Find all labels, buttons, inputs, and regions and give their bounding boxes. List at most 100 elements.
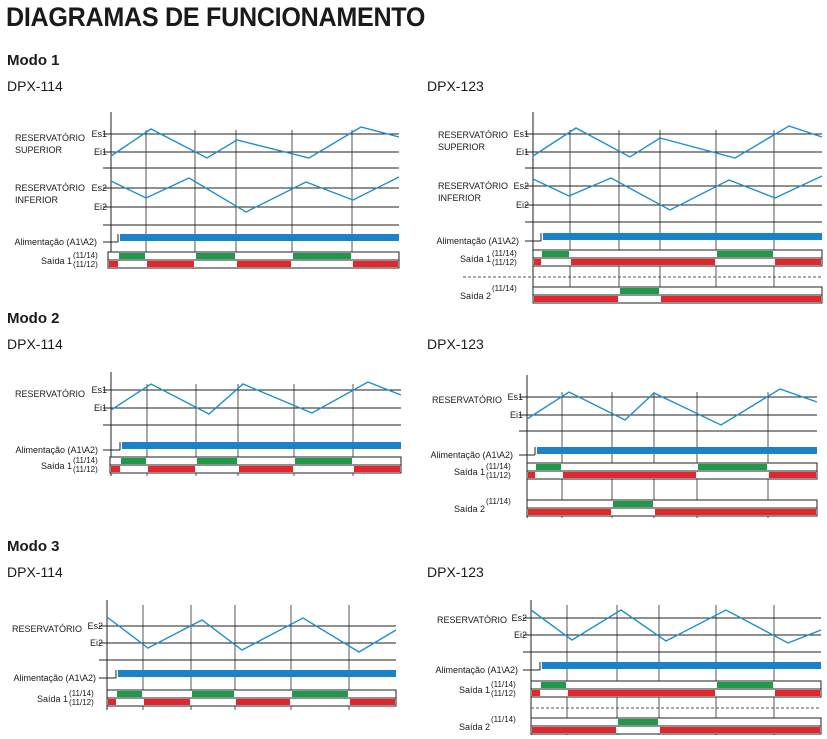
mode-1-dpx-123-relay-1-nc-segment-2 <box>775 259 821 265</box>
mode-1-dpx-114-reservoir-2-name-1: INFERIOR <box>15 195 59 205</box>
mode-2-dpx-114-reservoir-1-level-wave <box>110 381 402 415</box>
mode-2-dpx-123-reservoir-1-low-label: Ei1 <box>510 410 523 420</box>
mode-1-dpx-123-relay-1-nc-segment-1 <box>571 259 715 265</box>
mode-2-right-model: DPX-123 <box>427 336 484 352</box>
mode-2-dpx-114-relay-1-no-segment-0 <box>121 458 146 464</box>
mode-1-dpx-114-relay-1-no-segment-1 <box>196 253 235 259</box>
mode-3-dpx-114-relay-1-label-nc-label: (11/12) <box>69 698 94 707</box>
mode-2-dpx-123-relay-1-label: Saída 1 <box>454 467 485 477</box>
mode-2-dpx-114-reservoir-1-name-0: RESERVATÓRIO <box>15 389 85 399</box>
mode-2-dpx-114-relay-1-label: Saída 1 <box>41 461 72 471</box>
mode-3-dpx-114-relay-1-pre-power <box>108 699 116 705</box>
mode-3-dpx-114-relay-1-nc-segment-2 <box>236 699 290 705</box>
mode-1-dpx-114-relay-1-label-nc-label: (11/12) <box>73 260 98 269</box>
mode-2-dpx-114-relay-1-nc-segment-1 <box>148 466 195 472</box>
mode-2-dpx-123-relay-1-no-segment-1 <box>698 464 767 470</box>
mode-2-dpx-114-relay-1-label-nc-label: (11/12) <box>73 465 98 474</box>
mode-1-dpx-123-relay-1-label-no-label: (11/14) <box>492 249 517 258</box>
mode-3-heading: Modo 3 <box>7 538 60 555</box>
mode-1-dpx-123-reservoir-1-low-label: Ei1 <box>516 147 529 157</box>
mode-1-dpx-114-reservoir-2-level-wave <box>110 176 400 213</box>
mode-2-dpx-114-relay-1-pre-power <box>111 466 120 472</box>
mode-2-dpx-123-reservoir-1-level-wave <box>526 388 818 426</box>
mode-3-dpx-123-reservoir-1-low-label: Ei2 <box>514 630 527 640</box>
page-title: DIAGRAMAS DE FUNCIONAMENTO <box>6 2 426 32</box>
mode-1-dpx-123-reservoir-2-name-1: INFERIOR <box>438 193 482 203</box>
mode-2-dpx-114-power-bar <box>122 442 401 449</box>
mode-1-dpx-123-reservoir-2-name-0: RESERVATÓRIO <box>438 181 508 191</box>
mode-2-dpx-123-relay-1-label-no-label: (11/14) <box>486 462 511 471</box>
mode-3-right-model: DPX-123 <box>427 564 484 580</box>
mode-1-dpx-123-relay-2-no-label: (11/14) <box>492 284 517 293</box>
mode-3-dpx-123-relay-2-pre-power <box>532 727 540 733</box>
mode-1-dpx-114-reservoir-1-name-1: SUPERIOR <box>15 145 63 155</box>
mode-3-dpx-114-relay-1-no-segment-1 <box>192 691 234 697</box>
mode-1-dpx-114-relay-1-label: Saída 1 <box>41 256 72 266</box>
mode-3-dpx-114-relay-1-label-no-label: (11/14) <box>69 689 94 698</box>
mode-1-dpx-123-reservoir-1-level-wave <box>532 125 823 159</box>
mode-3-dpx-123-relay-1-label-nc-label: (11/12) <box>491 689 516 698</box>
mode-1-dpx-123-relay-1-no-segment-1 <box>717 251 773 257</box>
mode-1-dpx-123-power-label: Alimentação (A1\A2) <box>436 236 519 246</box>
mode-2-dpx-123-relay-1-nc-segment-2 <box>769 472 816 478</box>
mode-3-dpx-123-relay-1-nc-segment-1 <box>568 690 715 696</box>
mode-2-left-model: DPX-114 <box>7 336 63 352</box>
mode-3-dpx-114-relay-1-label: Saída 1 <box>37 694 68 704</box>
mode-1-dpx-123-relay-1-no-segment-0 <box>542 251 569 257</box>
mode-2-dpx-114-relay-1-nc-segment-2 <box>239 466 293 472</box>
mode-2-dpx-114-power-label: Alimentação (A1\A2) <box>15 445 98 455</box>
mode-3-dpx-114-relay-1-no-segment-0 <box>117 691 142 697</box>
mode-2-dpx-123-relay-1-no-segment-0 <box>536 464 561 470</box>
mode-3-left-model: DPX-114 <box>7 564 63 580</box>
mode-2-dpx-123-relay-2-pre-power <box>528 509 535 515</box>
mode-3-dpx-123-relay-1-label-no-label: (11/14) <box>491 680 516 689</box>
mode-2-dpx-123-relay-2-no-segment-0 <box>613 501 653 507</box>
mode-1-dpx-114-reservoir-2-high-label: Es2 <box>91 183 107 193</box>
mode-2-dpx-114-relay-1-no-segment-2 <box>295 458 352 464</box>
mode-1-dpx-114-relay-1-no-segment-0 <box>119 253 145 259</box>
mode-3-dpx-114-relay-1-no-segment-2 <box>292 691 348 697</box>
mode-1-dpx-114-relay-1-pre-power <box>109 261 118 267</box>
mode-3-dpx-123-relay-1-pre-power <box>532 690 540 696</box>
mode-1-dpx-123-relay-2-no-segment-0 <box>620 288 659 294</box>
mode-2-dpx-114-relay-1-nc-segment-3 <box>354 466 400 472</box>
mode-1-dpx-123-relay-2-pre-power <box>534 296 541 302</box>
mode-1-dpx-123-relay-1-label-nc-label: (11/12) <box>492 258 517 267</box>
mode-3-dpx-114-reservoir-1-level-wave <box>106 616 397 653</box>
mode-2-dpx-123-reservoir-1-high-label: Es1 <box>507 392 523 402</box>
mode-2-dpx-114-relay-1-no-segment-1 <box>197 458 237 464</box>
mode-1-dpx-123-relay-1-pre-power <box>534 259 541 265</box>
mode-3-dpx-123-relay-2-label: Saída 2 <box>459 722 490 732</box>
mode-3-dpx-123-relay-1-no-segment-1 <box>717 682 773 688</box>
mode-2-dpx-123-relay-1-pre-power <box>528 472 535 478</box>
mode-1-dpx-123-relay-1-label: Saída 1 <box>460 254 491 264</box>
mode-3-dpx-114-power-bar <box>118 670 396 677</box>
mode-1-dpx-123-reservoir-2-level-wave <box>532 175 823 211</box>
mode-1-right-model: DPX-123 <box>427 78 484 94</box>
mode-3-dpx-123-reservoir-1-level-wave <box>530 609 822 644</box>
mode-2-heading: Modo 2 <box>7 310 60 327</box>
mode-1-dpx-114-relay-1-no-segment-2 <box>293 253 351 259</box>
mode-3-dpx-123-relay-2-no-label: (11/14) <box>491 715 516 724</box>
mode-1-dpx-123-relay-2-nc-segment-1 <box>661 296 821 302</box>
mode-2-dpx-123-power-label: Alimentação (A1\A2) <box>430 450 513 460</box>
mode-1-dpx-114-reservoir-1-level-wave <box>110 126 400 159</box>
mode-3-dpx-114-reservoir-1-low-label: Ei2 <box>90 638 103 648</box>
mode-3-dpx-114-relay-1-nc-segment-1 <box>144 699 190 705</box>
mode-1-dpx-114-power-label: Alimentação (A1\A2) <box>14 237 97 247</box>
mode-3-dpx-123-relay-1-label: Saída 1 <box>459 685 490 695</box>
mode-3-dpx-123-reservoir-1-name-0: RESERVATÓRIO <box>437 615 507 625</box>
mode-1-dpx-114-reservoir-2-low-label: Ei2 <box>94 202 107 212</box>
mode-3-dpx-123-power-label: Alimentação (A1\A2) <box>435 665 518 675</box>
mode-3-dpx-123-power-bar <box>542 662 821 669</box>
mode-1-dpx-123-power-bar <box>543 233 822 240</box>
mode-2-dpx-123-reservoir-1-name-0: RESERVATÓRIO <box>432 395 502 405</box>
mode-1-dpx-123-reservoir-1-high-label: Es1 <box>513 129 529 139</box>
mode-1-dpx-123-reservoir-1-name-1: SUPERIOR <box>438 142 486 152</box>
mode-2-dpx-114-relay-1-label-no-label: (11/14) <box>73 456 98 465</box>
mode-1-dpx-123-relay-2-label: Saída 2 <box>460 291 491 301</box>
mode-3-dpx-114-power-label: Alimentação (A1\A2) <box>13 673 96 683</box>
mode-2-dpx-123-relay-2-label: Saída 2 <box>454 504 485 514</box>
mode-3-dpx-123-relay-2-nc-segment-1 <box>660 727 820 733</box>
